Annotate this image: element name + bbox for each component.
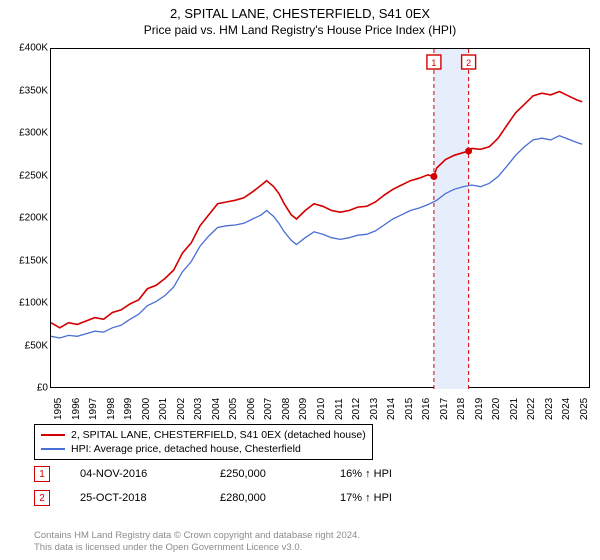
transaction-vs-hpi: 16% ↑ HPI — [340, 468, 392, 480]
x-tick-label: 2024 — [561, 398, 572, 420]
x-tick-label: 2013 — [369, 398, 380, 420]
x-tick-label: 2019 — [474, 398, 485, 420]
legend-item: 2, SPITAL LANE, CHESTERFIELD, S41 0EX (d… — [41, 428, 366, 442]
transaction-price: £280,000 — [220, 492, 310, 504]
legend: 2, SPITAL LANE, CHESTERFIELD, S41 0EX (d… — [34, 424, 373, 460]
y-tick-label: £50K — [25, 340, 48, 351]
transaction-date: 25-OCT-2018 — [80, 492, 190, 504]
x-tick-label: 2007 — [263, 398, 274, 420]
svg-text:1: 1 — [431, 58, 436, 68]
transaction-price: £250,000 — [220, 468, 310, 480]
x-tick-label: 2003 — [193, 398, 204, 420]
y-tick-label: £100K — [19, 298, 48, 309]
x-tick-label: 2008 — [281, 398, 292, 420]
x-tick-label: 2000 — [141, 398, 152, 420]
transaction-vs-hpi: 17% ↑ HPI — [340, 492, 392, 504]
y-tick-label: £150K — [19, 255, 48, 266]
x-tick-label: 2015 — [404, 398, 415, 420]
x-tick-label: 2023 — [544, 398, 555, 420]
x-tick-label: 1995 — [53, 398, 64, 420]
legend-swatch — [41, 434, 65, 436]
transaction-row: 1 04-NOV-2016 £250,000 16% ↑ HPI — [34, 466, 392, 482]
x-tick-label: 2006 — [246, 398, 257, 420]
footer-line2: This data is licensed under the Open Gov… — [34, 542, 360, 554]
title-sub: Price paid vs. HM Land Registry's House … — [0, 23, 600, 37]
chart-container: 2, SPITAL LANE, CHESTERFIELD, S41 0EX Pr… — [0, 0, 600, 560]
y-tick-label: £200K — [19, 213, 48, 224]
x-tick-label: 1998 — [106, 398, 117, 420]
transaction-badge: 1 — [34, 466, 50, 482]
y-tick-label: £250K — [19, 170, 48, 181]
plot-area: 12 — [50, 48, 590, 388]
y-tick-label: £0 — [37, 383, 48, 394]
x-tick-label: 2011 — [334, 398, 345, 420]
legend-swatch — [41, 448, 65, 450]
x-tick-label: 2010 — [316, 398, 327, 420]
x-tick-label: 2020 — [491, 398, 502, 420]
footer-attribution: Contains HM Land Registry data © Crown c… — [34, 530, 360, 554]
x-tick-label: 2009 — [298, 398, 309, 420]
x-tick-label: 2005 — [228, 398, 239, 420]
transaction-badge: 2 — [34, 490, 50, 506]
legend-label: 2, SPITAL LANE, CHESTERFIELD, S41 0EX (d… — [71, 428, 366, 442]
y-tick-label: £350K — [19, 85, 48, 96]
x-tick-label: 1997 — [88, 398, 99, 420]
x-tick-label: 2022 — [526, 398, 537, 420]
x-tick-label: 2018 — [456, 398, 467, 420]
svg-text:2: 2 — [466, 58, 471, 68]
x-tick-label: 1999 — [123, 398, 134, 420]
legend-label: HPI: Average price, detached house, Ches… — [71, 442, 301, 456]
y-tick-label: £300K — [19, 128, 48, 139]
x-tick-label: 2021 — [509, 398, 520, 420]
legend-item: HPI: Average price, detached house, Ches… — [41, 442, 366, 456]
title-block: 2, SPITAL LANE, CHESTERFIELD, S41 0EX Pr… — [0, 0, 600, 37]
y-tick-label: £400K — [19, 43, 48, 54]
x-tick-label: 2025 — [579, 398, 590, 420]
x-tick-label: 2014 — [386, 398, 397, 420]
x-tick-label: 2002 — [176, 398, 187, 420]
x-tick-label: 2016 — [421, 398, 432, 420]
x-tick-label: 2004 — [211, 398, 222, 420]
x-tick-label: 2012 — [351, 398, 362, 420]
transaction-date: 04-NOV-2016 — [80, 468, 190, 480]
x-tick-label: 2001 — [158, 398, 169, 420]
x-tick-label: 1996 — [71, 398, 82, 420]
footer-line1: Contains HM Land Registry data © Crown c… — [34, 530, 360, 542]
transaction-row: 2 25-OCT-2018 £280,000 17% ↑ HPI — [34, 490, 392, 506]
title-main: 2, SPITAL LANE, CHESTERFIELD, S41 0EX — [0, 6, 600, 21]
plot-svg: 12 — [51, 49, 591, 389]
x-tick-label: 2017 — [439, 398, 450, 420]
